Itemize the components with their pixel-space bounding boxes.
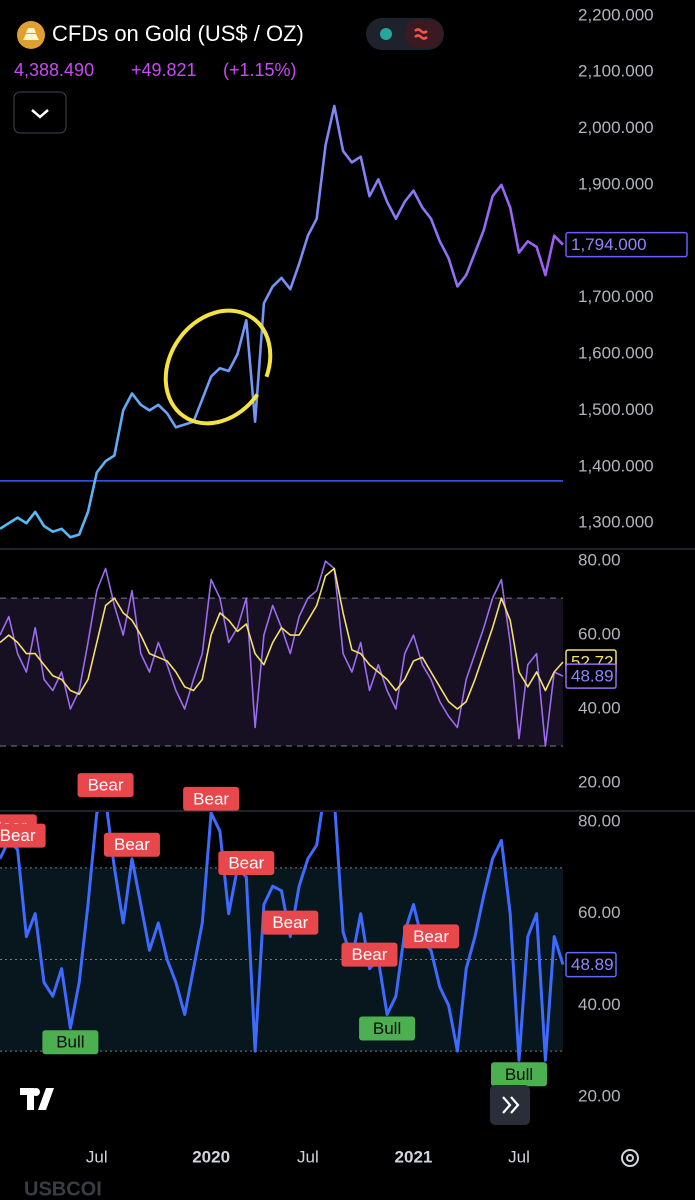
- settings-button[interactable]: [621, 1149, 639, 1167]
- x-tick-label: Jul: [508, 1147, 530, 1166]
- y-tick-label: 80.00: [578, 551, 621, 570]
- signal-badge: [359, 1016, 416, 1041]
- signal-label: Bear: [228, 854, 264, 873]
- signal-label: Bull: [373, 1019, 401, 1038]
- price-change: +49.821: [131, 60, 197, 80]
- last-value-label: 48.89: [571, 955, 614, 974]
- signal-badge: [0, 823, 46, 848]
- series-line: [0, 104, 564, 539]
- y-tick-label: 1,900.000: [578, 174, 654, 193]
- signal-badge: [103, 832, 160, 857]
- signal-label: Bear: [114, 835, 150, 854]
- y-tick-label: 2,000.000: [578, 118, 654, 137]
- series-line: [0, 812, 565, 1062]
- y-tick-label: 2,200.000: [578, 5, 654, 24]
- market-status: [380, 28, 392, 40]
- x-tick-label: Jul: [297, 1147, 319, 1166]
- settings-icon: [626, 1154, 634, 1162]
- signal-label: Bear: [0, 826, 36, 845]
- x-tick-label: Jul: [86, 1147, 108, 1166]
- axis-layer: 1,300.000 1,400.000 1,500.000 1,600.000 1,70…: [0, 5, 688, 1166]
- collapse-button[interactable]: [13, 91, 67, 134]
- x-tick-label: 2021: [395, 1147, 433, 1166]
- tv-logo[interactable]: [20, 1088, 54, 1110]
- status-badge: [405, 20, 442, 48]
- plot-layer: [0, 104, 565, 1062]
- tv-logo-dot: [32, 1088, 40, 1096]
- signal-label: Bear: [193, 789, 229, 808]
- signal-badge: [262, 910, 319, 935]
- signal-badge: [491, 1062, 548, 1087]
- signal-badge: [403, 924, 460, 949]
- watermark: USBCOI: [24, 1178, 102, 1200]
- status-icon: [414, 28, 428, 40]
- chevron-icon: [31, 109, 49, 119]
- signal-label: Bear: [272, 913, 308, 932]
- y-tick-label: 1,700.000: [578, 287, 654, 306]
- y-tick-label: 40.00: [578, 699, 621, 718]
- last-value-label: 48.89: [571, 667, 614, 686]
- x-tick-label: 2020: [192, 1147, 230, 1166]
- y-tick-label: 1,500.000: [578, 400, 654, 419]
- y-tick-label: 60.00: [578, 625, 621, 644]
- pane-plot: [0, 812, 565, 1062]
- signal-badge: [341, 942, 398, 967]
- highlight-circle: [163, 308, 273, 426]
- y-tick-label: 20.00: [578, 1086, 621, 1105]
- signal-label: Bear: [352, 945, 388, 964]
- scroll-icon: [502, 1096, 520, 1114]
- signal-label: Bull: [56, 1033, 84, 1052]
- y-tick-label: 1,400.000: [578, 456, 654, 475]
- y-tick-label: 40.00: [578, 995, 621, 1014]
- y-tick-label: 2,100.000: [578, 62, 654, 81]
- y-tick-label: 80.00: [578, 812, 621, 831]
- series-line: [0, 567, 564, 710]
- signal-badge: [183, 786, 240, 811]
- last-value-badge: [565, 951, 617, 978]
- signal-label: Bull: [505, 1065, 533, 1084]
- symbol-title: CFDs on Gold (US$ / OZ): [52, 21, 304, 46]
- signal-badge: [42, 1030, 99, 1055]
- y-tick-label: 1,600.000: [578, 344, 654, 363]
- y-tick-label: 60.00: [578, 903, 621, 922]
- gold-bars: [23, 28, 39, 40]
- pane-plot: [0, 560, 564, 747]
- signal-label: Bear: [413, 927, 449, 946]
- signal-badge: [218, 851, 275, 876]
- signal-label: Bear: [88, 776, 124, 795]
- signal-badge: [77, 773, 134, 798]
- last-value-label: 1,794.000: [571, 235, 647, 254]
- last-value-badge: [565, 231, 688, 258]
- level-band: [0, 598, 563, 747]
- last-value-badge: [565, 663, 617, 689]
- y-tick-label: 1,300.000: [578, 513, 654, 532]
- y-tick-label: 20.00: [578, 772, 621, 791]
- price-change-pct: (+1.15%): [223, 60, 297, 80]
- last-price: 4,388.490: [14, 60, 94, 80]
- pane-plot: [0, 104, 564, 539]
